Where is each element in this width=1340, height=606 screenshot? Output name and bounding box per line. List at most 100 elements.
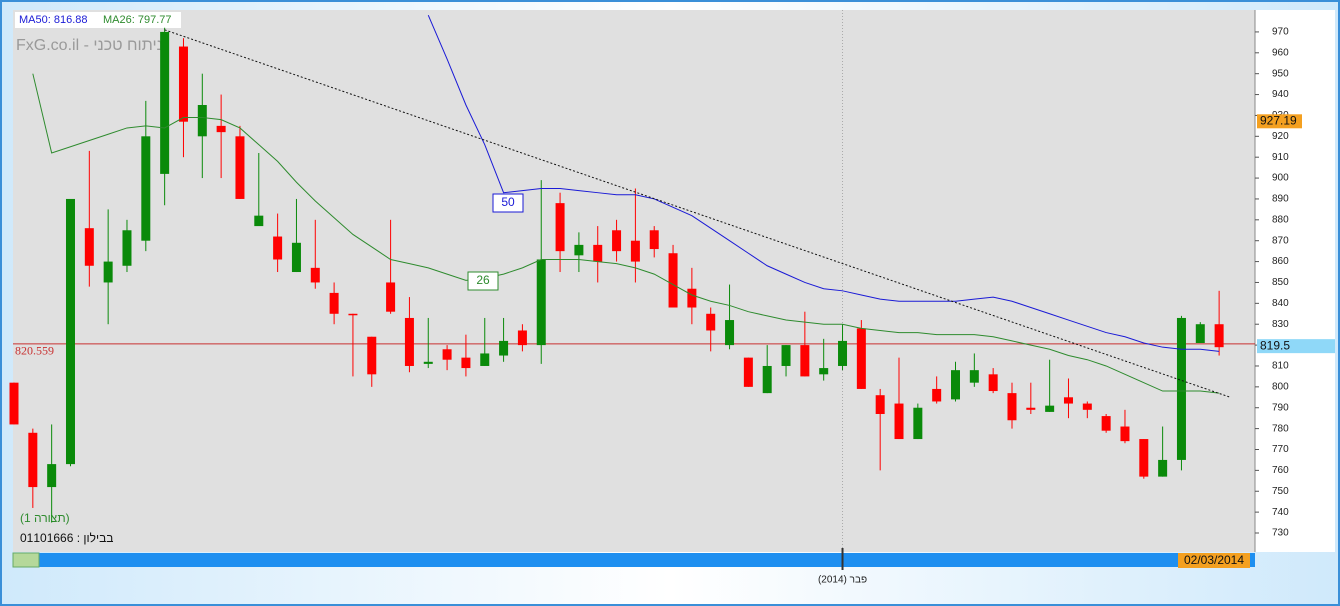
ma-label: 26 xyxy=(476,273,490,287)
y-tick-label: 950 xyxy=(1272,68,1289,79)
y-tick-label: 740 xyxy=(1272,507,1289,518)
ma-label-box xyxy=(492,193,524,213)
price-line-label: 820.559 xyxy=(15,344,54,358)
candle-body xyxy=(423,361,433,364)
candle-body xyxy=(1082,403,1092,410)
candle-body xyxy=(800,345,810,377)
ma-line xyxy=(32,73,1220,394)
date-tag xyxy=(1178,553,1250,568)
candle-body xyxy=(122,230,132,266)
price-tag xyxy=(1257,114,1302,129)
price-tag-label: 819.5 xyxy=(1260,338,1290,352)
y-tick-label: 850 xyxy=(1272,277,1289,288)
candle-body xyxy=(819,368,829,375)
y-tick-label: 870 xyxy=(1272,235,1289,246)
candle-body xyxy=(781,345,791,366)
scroll-button[interactable] xyxy=(12,552,40,568)
y-tick-label: 780 xyxy=(1272,423,1289,434)
candle-body xyxy=(969,370,979,383)
symbol-label: בבילון : 01101666 xyxy=(20,531,113,545)
y-tick-label: 880 xyxy=(1272,214,1289,225)
candle-body xyxy=(84,228,94,266)
price-tag xyxy=(1257,339,1335,354)
candle-body xyxy=(856,328,866,389)
candle-body xyxy=(668,253,678,308)
candle-body xyxy=(1120,426,1130,442)
legend-box xyxy=(15,12,181,28)
candle-body xyxy=(762,365,772,394)
y-tick-label: 810 xyxy=(1272,361,1289,372)
x-tick-label: (2014) פבר xyxy=(818,575,867,586)
candle-body xyxy=(329,292,339,314)
ma-label-box xyxy=(467,271,499,291)
candle-body xyxy=(1195,324,1205,344)
y-tick-label: 900 xyxy=(1272,173,1289,184)
date-tag-label: 02/03/2014 xyxy=(1184,553,1244,567)
plot-area xyxy=(13,10,1255,552)
y-tick-label: 750 xyxy=(1272,486,1289,497)
candle-body xyxy=(47,464,57,488)
legend-ma50: MA50: 816.88 xyxy=(19,14,88,26)
candle-body xyxy=(1045,405,1055,412)
config-label: (תצורה 1) xyxy=(20,511,70,525)
candle-body xyxy=(706,313,716,331)
candle-body xyxy=(593,244,603,262)
candle-body xyxy=(160,31,170,174)
candle-body xyxy=(1007,393,1017,421)
candle-body xyxy=(197,104,207,137)
candle-body xyxy=(141,136,151,241)
candle-body xyxy=(687,288,697,308)
candle-body xyxy=(348,313,358,316)
candle-body xyxy=(574,244,584,256)
candle-body xyxy=(838,340,848,366)
candle-body xyxy=(1139,439,1149,477)
candle-body xyxy=(310,267,320,283)
candle-body xyxy=(367,336,377,375)
candle-body xyxy=(612,230,622,252)
ma-line xyxy=(427,15,1220,352)
candle-body xyxy=(1026,407,1036,410)
y-tick-label: 910 xyxy=(1272,152,1289,163)
candle-body xyxy=(1214,324,1224,348)
candle-body xyxy=(254,215,264,227)
candle-body xyxy=(951,370,960,400)
y-tick-label: 800 xyxy=(1272,381,1289,392)
candle-body xyxy=(9,382,19,425)
candle-body xyxy=(536,259,546,346)
ma-label: 50 xyxy=(501,195,515,209)
candle-body xyxy=(216,125,226,133)
candle-body xyxy=(1063,397,1073,404)
candle-body xyxy=(1176,317,1186,460)
y-tick-label: 960 xyxy=(1272,47,1289,58)
candle-body xyxy=(1158,459,1168,477)
candle-body xyxy=(442,349,452,360)
candle-body xyxy=(28,432,38,488)
candle-body xyxy=(291,242,301,273)
axis-area xyxy=(1255,10,1335,552)
candle-body xyxy=(894,403,904,440)
candle-body xyxy=(461,357,471,369)
candle-body xyxy=(743,357,753,387)
candle-body xyxy=(517,330,527,346)
scrollbar[interactable] xyxy=(13,553,1255,567)
candle-body xyxy=(178,46,188,122)
candle-body xyxy=(1101,416,1111,431)
candle-body xyxy=(988,374,998,392)
candle-body xyxy=(725,320,735,346)
y-tick-label: 840 xyxy=(1272,298,1289,309)
candle-body xyxy=(273,236,283,260)
candle-body xyxy=(404,317,414,366)
y-tick-label: 920 xyxy=(1272,131,1289,142)
candle-body xyxy=(235,136,245,199)
candle-body xyxy=(875,395,885,414)
watermark: FxG.co.il - ניתוח טכני xyxy=(16,37,163,54)
candle-body xyxy=(480,353,490,366)
candle-body xyxy=(649,230,659,250)
y-tick-label: 730 xyxy=(1272,528,1289,539)
candle-body xyxy=(913,407,923,440)
y-tick-label: 940 xyxy=(1272,89,1289,100)
candle-body xyxy=(499,340,509,356)
y-tick-label: 860 xyxy=(1272,256,1289,267)
